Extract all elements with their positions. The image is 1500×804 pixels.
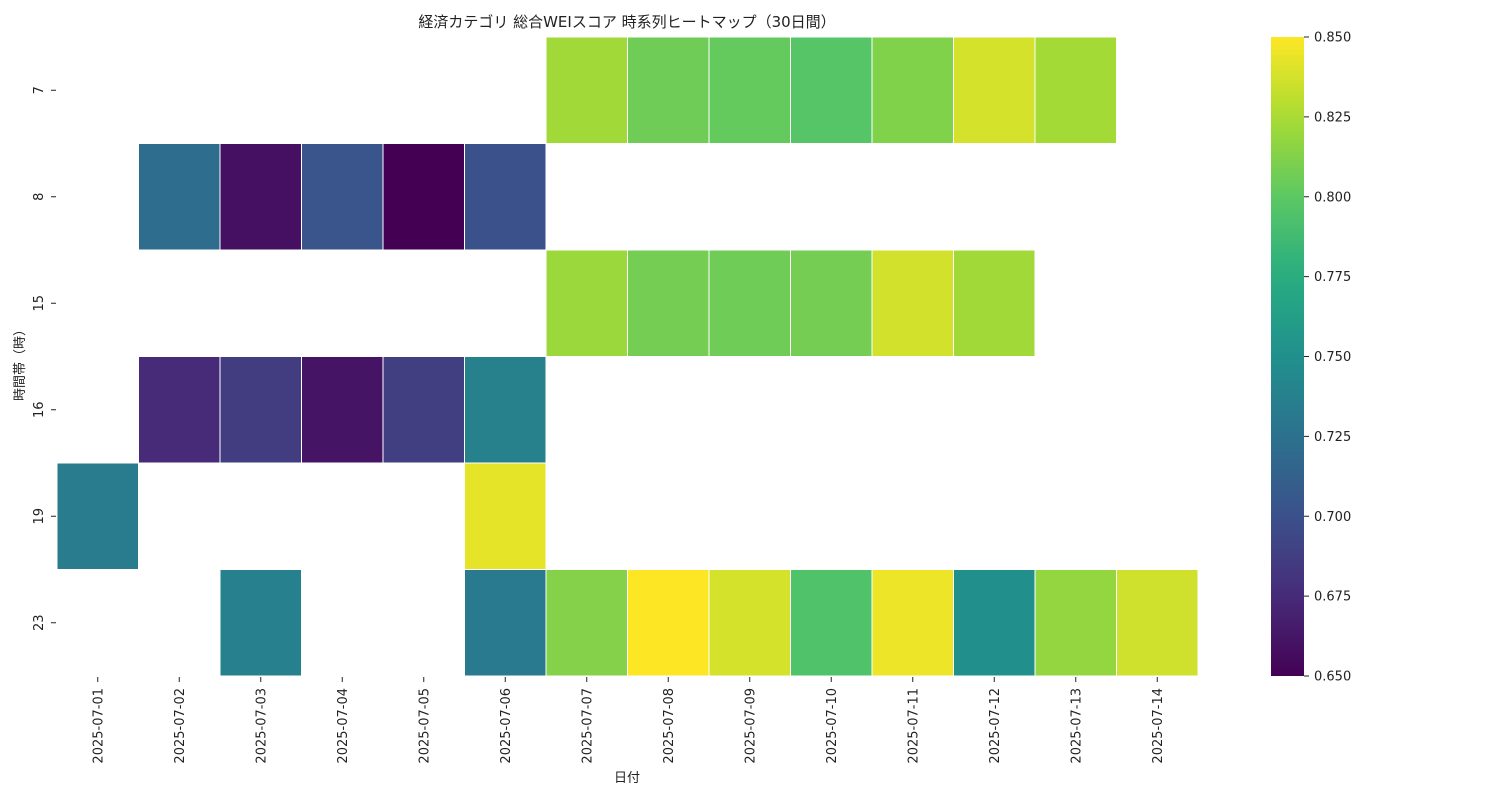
colorbar-tick-label: 0.650 <box>1314 670 1351 685</box>
heatmap-cell <box>1034 36 1117 144</box>
colorbar-tick-label: 0.700 <box>1314 510 1351 525</box>
colorbar-scale <box>1271 37 1304 676</box>
heatmap-cell <box>790 249 873 357</box>
x-tick-label: 2025-07-06 <box>499 688 514 764</box>
heatmap-cell <box>871 569 954 677</box>
x-tick-label: 2025-07-08 <box>662 688 677 764</box>
colorbar: 0.650 0.675 0.700 0.725 0.750 0.775 0.800 0.825… <box>1271 31 1351 685</box>
heatmap-cell <box>138 356 221 464</box>
heatmap-cell <box>219 569 302 677</box>
heatmap-cell <box>627 249 710 357</box>
x-tick-label: 2025-07-12 <box>988 688 1003 764</box>
x-tick-label: 2025-07-09 <box>743 688 758 764</box>
colorbar-tick-label: 0.725 <box>1314 430 1351 445</box>
heatmap-cell <box>545 249 628 357</box>
heatmap-cell <box>1034 569 1117 677</box>
chart-title: 経済カテゴリ 総合WEIスコア 時系列ヒートマップ（30日間） <box>418 13 835 31</box>
heatmap-cell <box>56 462 139 570</box>
y-tick-label: 19 <box>32 508 47 525</box>
heatmap-cell <box>708 249 791 357</box>
heatmap-cell <box>464 569 547 677</box>
colorbar-tick-label: 0.850 <box>1314 31 1351 46</box>
x-axis: 2025-07-01 2025-07-02 2025-07-03 2025-07-04… <box>91 677 1166 764</box>
x-tick-label: 2025-07-07 <box>580 688 595 764</box>
y-axis: 7 8 15 16 19 23 <box>32 86 56 631</box>
heatmap-cells <box>56 36 1199 677</box>
y-tick-label: 8 <box>32 193 47 201</box>
heatmap-cell <box>790 36 873 144</box>
y-tick-label: 15 <box>32 295 47 312</box>
colorbar-tick-label: 0.775 <box>1314 270 1351 285</box>
heatmap-cell <box>790 569 873 677</box>
x-tick-label: 2025-07-13 <box>1069 688 1084 764</box>
y-tick-label: 16 <box>32 401 47 418</box>
heatmap-cell <box>382 356 465 464</box>
colorbar-tick-label: 0.675 <box>1314 590 1351 605</box>
y-tick-label: 23 <box>32 614 47 631</box>
heatmap-cell <box>219 143 302 251</box>
heatmap-cell <box>871 249 954 357</box>
heatmap-cell <box>953 36 1036 144</box>
heatmap-cell <box>1116 569 1199 677</box>
x-tick-label: 2025-07-10 <box>825 688 840 764</box>
heatmap-cell <box>953 569 1036 677</box>
heatmap-cell <box>464 143 547 251</box>
heatmap-cell <box>953 249 1036 357</box>
x-tick-label: 2025-07-02 <box>173 688 188 764</box>
colorbar-tick-label: 0.825 <box>1314 110 1351 125</box>
colorbar-tick-label: 0.750 <box>1314 350 1351 365</box>
heatmap-cell <box>138 143 221 251</box>
x-tick-label: 2025-07-03 <box>254 688 269 764</box>
heatmap-cell <box>301 143 384 251</box>
heatmap-cell <box>545 569 628 677</box>
x-tick-label: 2025-07-01 <box>91 688 106 764</box>
x-tick-label: 2025-07-14 <box>1151 688 1166 764</box>
heatmap-cell <box>627 569 710 677</box>
x-tick-label: 2025-07-11 <box>906 688 921 764</box>
y-tick-label: 7 <box>32 86 47 94</box>
heatmap-cell <box>708 569 791 677</box>
heatmap-cell <box>871 36 954 144</box>
x-tick-label: 2025-07-05 <box>417 688 432 764</box>
colorbar-tick-label: 0.800 <box>1314 190 1351 205</box>
y-axis-label: 時間帯（時） <box>13 323 28 401</box>
x-tick-label: 2025-07-04 <box>336 688 351 764</box>
x-axis-label: 日付 <box>614 771 640 786</box>
heatmap-cell <box>219 356 302 464</box>
heatmap-cell <box>382 143 465 251</box>
heatmap-cell <box>464 462 547 570</box>
heatmap-cell <box>708 36 791 144</box>
heatmap-cell <box>464 356 547 464</box>
heatmap-cell <box>301 356 384 464</box>
heatmap-cell <box>627 36 710 144</box>
heatmap-cell <box>545 36 628 144</box>
